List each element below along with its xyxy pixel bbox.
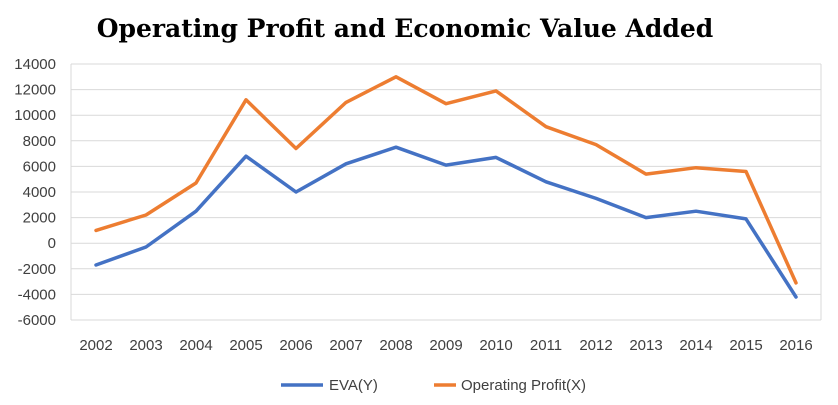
x-tick-label: 2010 (479, 337, 512, 354)
y-tick-label: -4000 (18, 286, 56, 303)
series-line-operating-profit-x (94, 75, 798, 285)
x-tick-label: 2007 (329, 337, 362, 354)
x-tick-label: 2009 (429, 337, 462, 354)
x-tick-label: 2005 (229, 337, 262, 354)
x-tick-label: 2015 (729, 337, 762, 354)
y-tick-label: 12000 (14, 82, 56, 99)
x-tick-label: 2013 (629, 337, 662, 354)
y-tick-label: 2000 (23, 210, 56, 227)
x-tick-label: 2008 (379, 337, 412, 354)
x-tick-label: 2004 (179, 337, 212, 354)
legend-label: Operating Profit(X) (461, 377, 586, 394)
series-lines (94, 75, 798, 299)
x-axis-ticks: 2002 2003 2004 2005 2006 2007 2008 2009 2010 2011… (79, 337, 812, 354)
x-tick-label: 2012 (579, 337, 612, 354)
y-tick-label: 4000 (23, 184, 56, 201)
y-tick-label: 10000 (14, 107, 56, 124)
x-tick-label: 2014 (679, 337, 712, 354)
legend: EVA(Y) Operating Profit(X) (281, 377, 586, 394)
chart-title: Operating Profit and Economic Value Adde… (97, 14, 714, 43)
x-tick-label: 2003 (129, 337, 162, 354)
y-tick-label: -2000 (18, 261, 56, 278)
y-tick-label: 0 (48, 235, 56, 252)
x-tick-label: 2006 (279, 337, 312, 354)
x-tick-label: 2002 (79, 337, 112, 354)
series-line-eva-y (94, 145, 798, 299)
y-tick-label: 8000 (23, 133, 56, 150)
y-tick-label: 14000 (14, 56, 56, 73)
x-tick-label: 2016 (779, 337, 812, 354)
y-axis-ticks: 14000 12000 10000 8000 6000 4000 2000 0 -2000 -40… (14, 56, 56, 329)
x-tick-label: 2011 (530, 337, 562, 354)
legend-label: EVA(Y) (329, 377, 378, 394)
y-tick-label: 6000 (23, 158, 56, 175)
y-tick-label: -6000 (18, 312, 56, 329)
